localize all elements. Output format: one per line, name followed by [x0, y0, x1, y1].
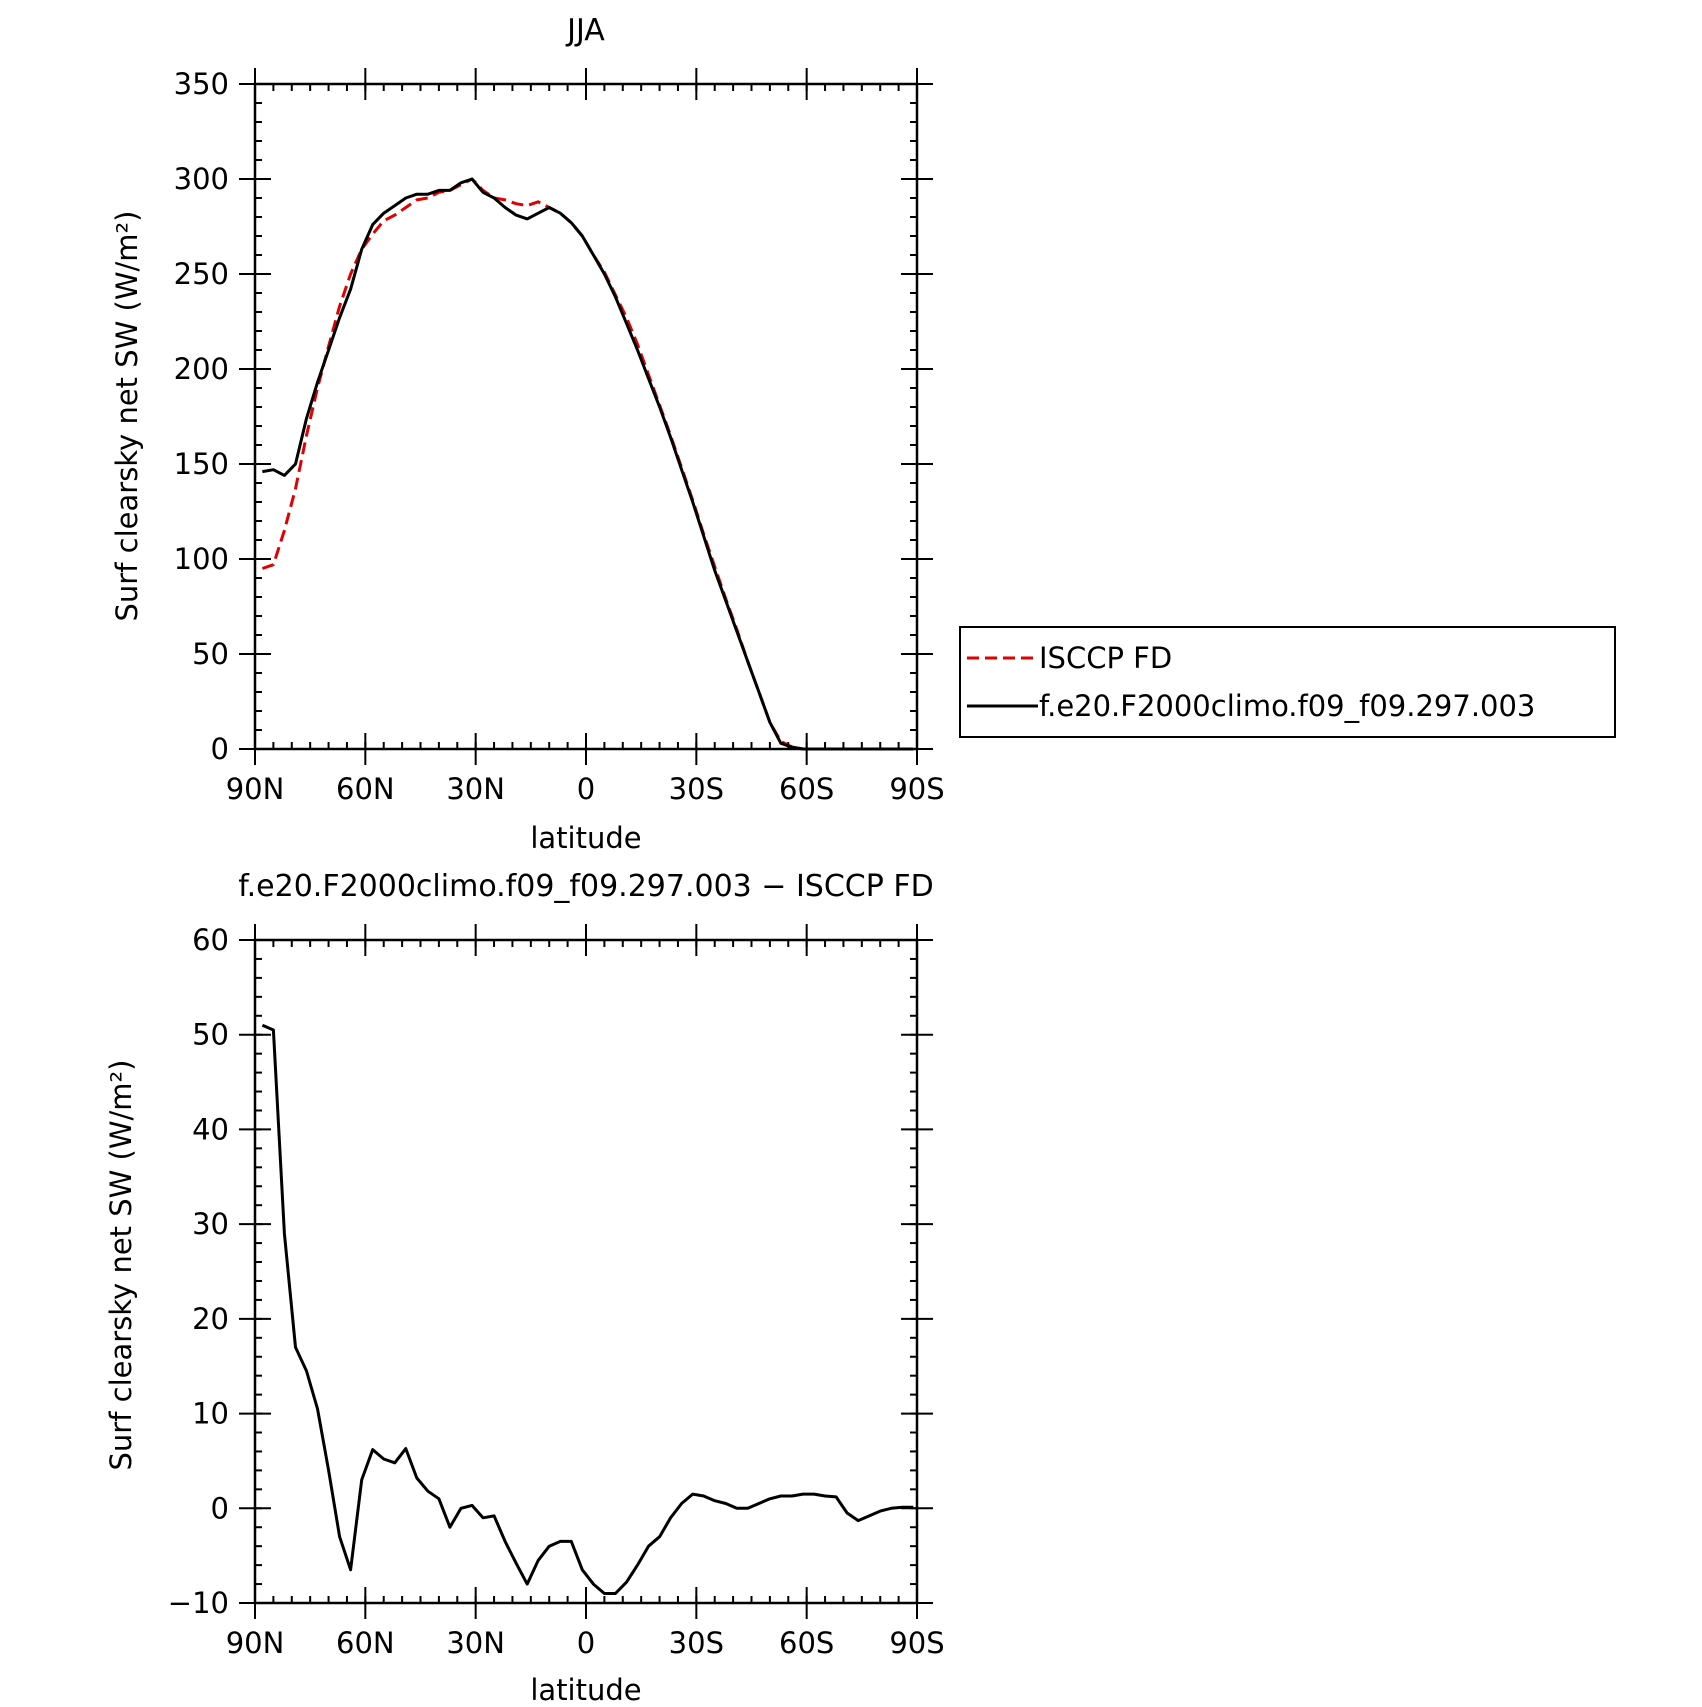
top-x-tick-label: 30S	[669, 772, 724, 806]
bottom-y-tick-label: 0	[211, 1491, 229, 1525]
series-line-model	[262, 177, 914, 751]
top-x-tick-label: 60S	[779, 772, 834, 806]
bottom-x-tick-label: 30S	[669, 1626, 724, 1660]
bottom-y-axis-label: Surf clearsky net SW (W/m²)	[104, 1060, 138, 1471]
legend-label-isccp: ISCCP FD	[1039, 641, 1172, 675]
bottom-x-tick-label: 30N	[446, 1626, 505, 1660]
series-line-difference	[261, 1023, 914, 1595]
bottom-panel: f.e20.F2000climo.f09_f09.297.003 − ISCCP…	[104, 869, 945, 1707]
bottom-x-tick-label: 60S	[779, 1626, 834, 1660]
bottom-y-tick-label: 50	[192, 1018, 229, 1052]
legend-box	[959, 626, 1616, 738]
top-y-tick-label: 50	[192, 637, 229, 671]
top-y-tick-label: 250	[174, 257, 229, 291]
top-x-tick-label: 60N	[336, 772, 395, 806]
bottom-x-tick-label: 0	[577, 1626, 595, 1660]
top-y-tick-label: 350	[174, 67, 229, 101]
bottom-plot-frame	[253, 938, 919, 1605]
bottom-y-tick-label: 40	[192, 1112, 229, 1146]
top-chart-title: JJA	[565, 13, 605, 48]
legend-label-model: f.e20.F2000climo.f09_f09.297.003	[1039, 689, 1535, 723]
series-line-isccp	[261, 177, 914, 751]
top-panel: JJA 90N 60N 30N 0 30S 60S 90S 0 50 100 150 200 250 30…	[110, 13, 945, 855]
top-x-axis-label: latitude	[530, 821, 641, 855]
top-plot-area: 90N 60N 30N 0 30S 60S 90S 0 50 100 150 200 250 300 350	[174, 67, 945, 806]
bottom-x-axis-label: latitude	[530, 1673, 641, 1702]
top-y-axis-label: Surf clearsky net SW (W/m²)	[110, 211, 144, 622]
bottom-x-tick-label: 90N	[226, 1626, 285, 1660]
top-y-tick-label: 200	[174, 352, 229, 386]
top-y-tick-label: 0	[211, 732, 229, 766]
bottom-y-tick-label: 10	[192, 1397, 229, 1431]
top-y-tick-label: 100	[174, 542, 229, 576]
top-x-tick-label: 30N	[446, 772, 505, 806]
top-x-tick-label: 90S	[889, 772, 944, 806]
bottom-y-tick-label: −10	[168, 1586, 229, 1620]
top-x-tick-label: 0	[577, 772, 595, 806]
bottom-y-tick-label: 60	[192, 923, 229, 957]
bottom-x-tick-label: 60N	[336, 1626, 395, 1660]
bottom-x-tick-label: 90S	[889, 1626, 944, 1660]
legend: ISCCP FD f.e20.F2000climo.f09_f09.297.00…	[959, 626, 1616, 738]
bottom-plot-area: 90N 60N 30N 0 30S 60S 90S −10 0 10 20 30 40 50 60	[168, 923, 945, 1660]
top-y-tick-label: 300	[174, 162, 229, 196]
bottom-chart-title: f.e20.F2000climo.f09_f09.297.003 − ISCCP…	[238, 869, 933, 904]
top-x-tick-label: 90N	[226, 772, 285, 806]
bottom-y-tick-label: 30	[192, 1207, 229, 1241]
top-plot-frame	[253, 82, 919, 751]
top-y-tick-label: 150	[174, 447, 229, 481]
bottom-y-tick-label: 20	[192, 1302, 229, 1336]
